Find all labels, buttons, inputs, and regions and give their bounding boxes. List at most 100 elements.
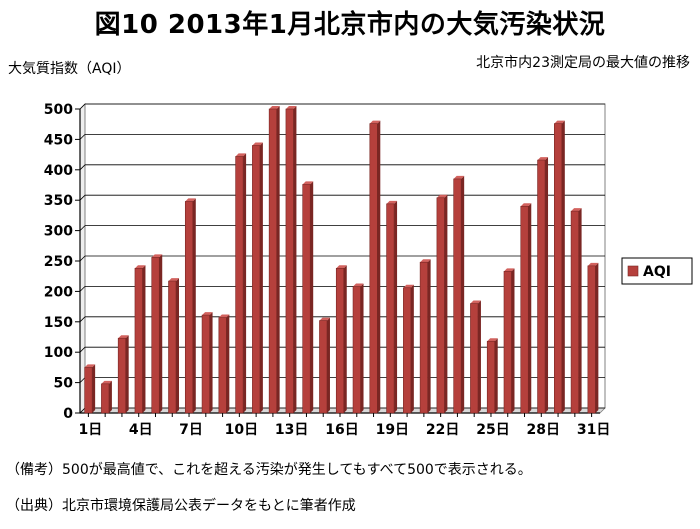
bar-top [470, 300, 481, 304]
bar-side [410, 284, 414, 413]
x-tick-label: 4日 [129, 422, 153, 438]
legend-label: AQI [643, 264, 671, 280]
bar-side [394, 200, 398, 413]
bar [486, 340, 496, 414]
bar-side [142, 265, 146, 413]
bar-top [453, 175, 465, 179]
bar [369, 123, 378, 414]
bar-top [84, 364, 96, 368]
bar-side [159, 254, 163, 413]
gridline-side [79, 255, 86, 262]
y-tick-label: 250 [44, 254, 73, 270]
bar [403, 287, 412, 414]
x-tick-label: 13日 [275, 422, 308, 438]
chart-title: 図10 2013年1月北京市内の大気汚染状況 [94, 10, 606, 40]
gridline-side [79, 286, 86, 292]
bar-top [420, 259, 431, 263]
bar [168, 280, 177, 414]
x-tick-label: 28日 [527, 422, 560, 438]
bar [453, 178, 462, 414]
bar-top [487, 338, 498, 342]
bar [570, 210, 579, 414]
bar-side [92, 364, 96, 413]
bar [335, 267, 345, 414]
x-tick-label: 16日 [325, 422, 358, 438]
y-axis-label: 大気質指数（AQI） [8, 61, 131, 77]
bar-side [427, 259, 431, 413]
x-tick-label: 1日 [79, 422, 103, 438]
y-tick-label: 350 [44, 193, 73, 209]
bar [554, 123, 563, 414]
bar-top [285, 106, 297, 109]
bar [285, 108, 294, 414]
chart-subtitle: 北京市内23測定局の最大値の推移 [476, 55, 690, 71]
bar-side [293, 106, 297, 413]
bar-top [101, 380, 112, 384]
bar-top [369, 120, 381, 124]
bar [134, 267, 143, 414]
bar-side [108, 380, 112, 413]
bar-top [436, 194, 448, 198]
bar-top [554, 120, 565, 124]
bar [436, 197, 445, 414]
gridline-side [79, 164, 86, 171]
bar-top [319, 317, 330, 321]
x-tick-label: 31日 [577, 422, 610, 438]
bar-side [243, 153, 247, 413]
x-tick-label: 25日 [476, 422, 509, 438]
bar [184, 201, 194, 414]
bar-top [353, 283, 364, 287]
bar-side [494, 338, 498, 413]
bar-top [587, 262, 599, 266]
bar-side [461, 175, 465, 413]
y-tick-label: 450 [44, 132, 73, 148]
bar-top [537, 157, 549, 161]
bar [352, 286, 361, 414]
bar-top [520, 203, 532, 207]
bar-top [168, 278, 180, 282]
x-tick-label: 10日 [225, 422, 258, 438]
bar-top [185, 198, 196, 202]
legend-swatch [627, 265, 639, 277]
bar [268, 108, 277, 414]
source-note: （出典）北京市環境保護局公表データをもとに筆者作成 [6, 498, 356, 514]
bar-side [226, 314, 230, 413]
x-tick-label: 7日 [179, 422, 203, 438]
gridline-side [79, 103, 86, 110]
bar [201, 314, 210, 414]
bar-side [176, 278, 180, 413]
bar-top [336, 265, 347, 269]
gridline-side [79, 346, 86, 353]
x-tick-label: 22日 [426, 422, 459, 438]
bar-top [503, 268, 515, 272]
y-tick-label: 500 [44, 102, 73, 118]
bar [151, 257, 160, 414]
bar [587, 265, 596, 414]
bar-side [578, 208, 582, 413]
bar [419, 261, 428, 414]
y-tick-label: 150 [44, 315, 73, 331]
bar [235, 156, 244, 414]
bar-side [326, 317, 330, 413]
gridline-side [79, 134, 86, 140]
bar-top [571, 208, 582, 212]
bar-top [386, 200, 398, 204]
gridline-side [79, 194, 86, 201]
bar-side [561, 120, 565, 413]
bar-top [269, 106, 280, 109]
bar [537, 159, 546, 414]
bar-top [252, 142, 263, 146]
gridline-side [79, 316, 86, 323]
bar-top [151, 254, 163, 258]
bar-side [209, 312, 213, 413]
bar-side [595, 262, 599, 413]
bar-side [511, 268, 515, 413]
bar [84, 367, 93, 414]
bar-top [118, 335, 129, 339]
bar [101, 383, 110, 414]
bar [218, 317, 227, 414]
gridline-side [79, 377, 86, 383]
bar-side [259, 142, 263, 414]
x-tick-label: 19日 [376, 422, 409, 438]
